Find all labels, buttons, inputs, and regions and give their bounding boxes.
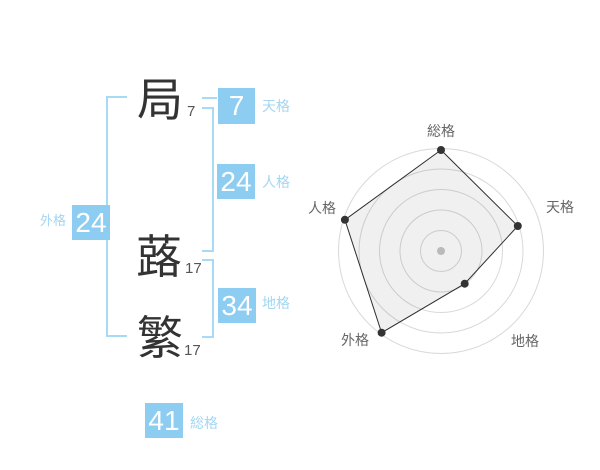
radar-data-polygon <box>344 149 519 334</box>
stroke-count-3: 17 <box>184 342 201 359</box>
tenkaku-label: 天格 <box>262 98 290 114</box>
radar-axis-label: 人格 <box>308 200 336 216</box>
radar-data-point <box>460 279 469 288</box>
radar-axis-label: 外格 <box>341 332 369 348</box>
chikaku-value-box: 34 <box>218 288 256 323</box>
name-character-2: 蕗 <box>136 231 182 283</box>
chikaku-label: 地格 <box>262 295 290 311</box>
gaikaku-value-box: 24 <box>72 205 110 240</box>
name-character-1: 局 <box>137 74 183 126</box>
soukaku-value-box: 41 <box>145 403 183 438</box>
radar-gridline-ring <box>379 189 503 313</box>
jinkaku-label: 人格 <box>262 174 290 190</box>
radar-data-point <box>513 222 522 230</box>
radar-gridline-ring <box>358 168 524 334</box>
radar-center-dot <box>437 247 445 255</box>
radar-gridline-ring <box>399 209 483 293</box>
stroke-count-2: 17 <box>185 260 202 277</box>
radar-data-point <box>437 146 445 154</box>
tenkaku-tick <box>202 97 217 99</box>
chikaku-bracket <box>202 259 214 338</box>
radar-axis-label: 地格 <box>511 333 539 349</box>
jinkaku-value-box: 24 <box>217 164 255 199</box>
tenkaku-value-box: 7 <box>218 88 255 124</box>
name-character-3: 繁 <box>137 312 183 364</box>
radar-gridline-ring <box>420 230 462 272</box>
gaikaku-label: 外格 <box>40 213 67 228</box>
radar-data-point <box>377 328 386 337</box>
radar-data-point <box>340 215 349 224</box>
radar-axis-label: 総格 <box>427 123 455 139</box>
jinkaku-bracket <box>202 107 214 252</box>
radar-axis-label: 天格 <box>546 199 574 215</box>
soukaku-label: 総格 <box>190 415 218 431</box>
stroke-count-1: 7 <box>187 103 196 120</box>
